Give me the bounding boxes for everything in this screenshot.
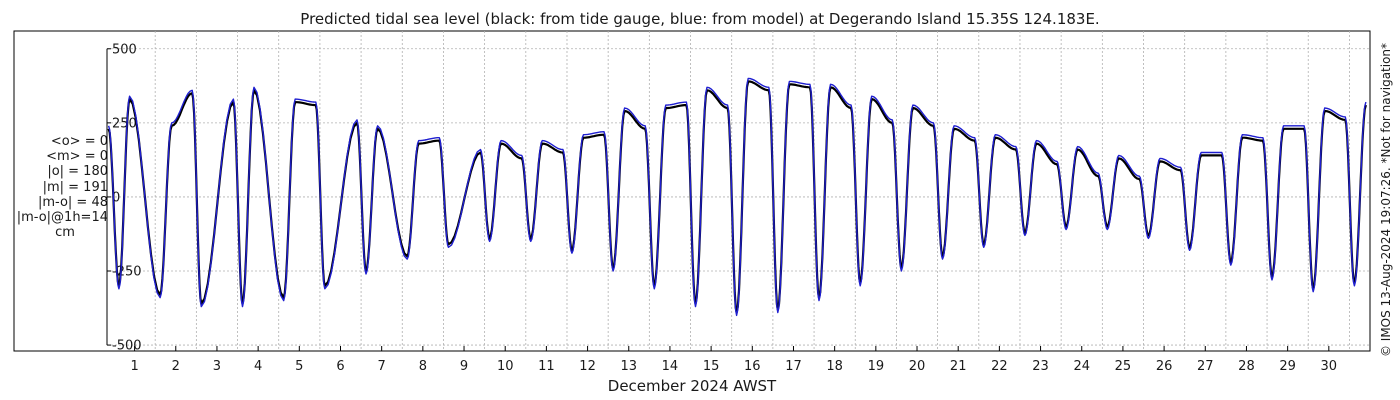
x-tick-label: 2 xyxy=(172,359,180,374)
x-tick-label: 7 xyxy=(378,359,386,374)
x-tick-label: 10 xyxy=(497,359,514,374)
x-tick-label: 24 xyxy=(1073,359,1090,374)
x-tick-label: 26 xyxy=(1156,359,1173,374)
x-tick-label: 20 xyxy=(909,359,926,374)
x-tick-label: 3 xyxy=(213,359,221,374)
x-tick-label: 16 xyxy=(744,359,761,374)
copyright-text: © IMOS 13-Aug-2024 19:07:26. *Not for na… xyxy=(1379,42,1393,358)
stat-abs-diff-1h: |m-o|@1h=14 xyxy=(16,210,108,226)
stat-mean-model: <m> = 0 xyxy=(46,149,108,165)
x-tick-label: 27 xyxy=(1197,359,1214,374)
y-tick-label: 250 xyxy=(112,116,137,131)
x-tick-label: 9 xyxy=(460,359,468,374)
x-tick-label: 19 xyxy=(868,359,885,374)
x-tick-label: 4 xyxy=(254,359,262,374)
stat-unit: cm xyxy=(55,225,75,241)
x-tick-label: 12 xyxy=(579,359,596,374)
outer-frame xyxy=(13,30,1371,352)
y-tick-label: 500 xyxy=(112,42,137,57)
series-line-tide-gauge xyxy=(107,80,1367,314)
y-tick-label: -500 xyxy=(112,339,142,354)
x-tick-label: 29 xyxy=(1279,359,1296,374)
x-tick-label: 13 xyxy=(620,359,637,374)
stat-abs-diff: |m-o| = 48 xyxy=(37,194,108,210)
x-tick-label: 18 xyxy=(826,359,843,374)
stat-abs-model: |m| = 191 xyxy=(42,179,108,195)
x-tick-label: 6 xyxy=(336,359,344,374)
stat-mean-obs: <o> = 0 xyxy=(50,134,108,149)
chart-title: Predicted tidal sea level (black: from t… xyxy=(300,10,1100,28)
x-tick-label: 25 xyxy=(1115,359,1132,374)
stat-abs-obs: |o| = 180 xyxy=(47,164,108,180)
series-group xyxy=(107,77,1367,317)
x-tick-label: 30 xyxy=(1321,359,1338,374)
x-tick-label: 21 xyxy=(950,359,967,374)
x-tick-label: 23 xyxy=(1032,359,1049,374)
x-tick-label: 1 xyxy=(130,359,138,374)
x-tick-label: 5 xyxy=(295,359,303,374)
y-tick-label: 0 xyxy=(112,190,120,205)
x-axis-label: December 2024 AWST xyxy=(608,377,777,395)
x-tick-label: 15 xyxy=(703,359,720,374)
series-line-model xyxy=(107,77,1367,317)
stats-panel: <o> = 0 <m> = 0 |o| = 180 |m| = 191 |m-o… xyxy=(8,134,108,240)
x-axis: 1 2 3 4 5 6 7 8 9 10 11 12 13 14 15 16 17 18 19 20 21 22 23 24 2… xyxy=(130,346,1337,374)
x-tick-label: 14 xyxy=(662,359,679,374)
x-tick-label: 8 xyxy=(419,359,427,374)
x-tick-label: 11 xyxy=(538,359,555,374)
x-tick-label: 28 xyxy=(1238,359,1255,374)
x-tick-label: 17 xyxy=(785,359,802,374)
x-tick-label: 22 xyxy=(991,359,1008,374)
